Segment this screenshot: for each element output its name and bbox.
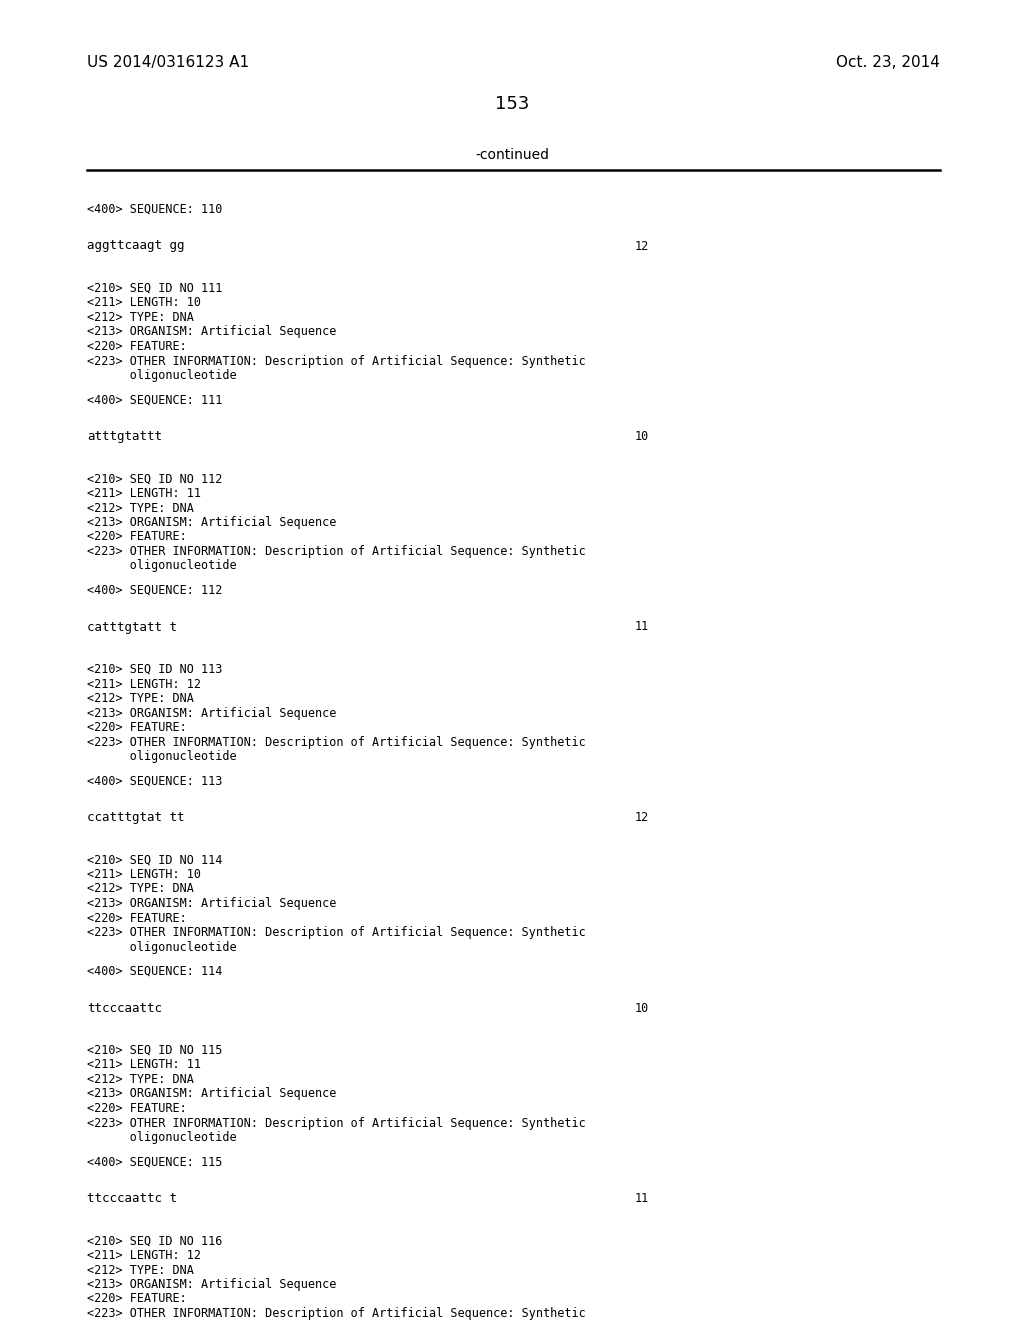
Text: <223> OTHER INFORMATION: Description of Artificial Sequence: Synthetic: <223> OTHER INFORMATION: Description of … (87, 545, 586, 558)
Text: <400> SEQUENCE: 112: <400> SEQUENCE: 112 (87, 583, 222, 597)
Text: US 2014/0316123 A1: US 2014/0316123 A1 (87, 55, 249, 70)
Text: oligonucleotide: oligonucleotide (87, 370, 237, 381)
Text: <400> SEQUENCE: 111: <400> SEQUENCE: 111 (87, 393, 222, 407)
Text: 10: 10 (635, 430, 649, 444)
Text: catttgtatt t: catttgtatt t (87, 620, 177, 634)
Text: oligonucleotide: oligonucleotide (87, 750, 237, 763)
Text: <220> FEATURE:: <220> FEATURE: (87, 912, 186, 924)
Text: 11: 11 (635, 620, 649, 634)
Text: 153: 153 (495, 95, 529, 114)
Text: <210> SEQ ID NO 114: <210> SEQ ID NO 114 (87, 854, 222, 866)
Text: <211> LENGTH: 12: <211> LENGTH: 12 (87, 677, 201, 690)
Text: <211> LENGTH: 10: <211> LENGTH: 10 (87, 869, 201, 880)
Text: <210> SEQ ID NO 116: <210> SEQ ID NO 116 (87, 1234, 222, 1247)
Text: <213> ORGANISM: Artificial Sequence: <213> ORGANISM: Artificial Sequence (87, 326, 336, 338)
Text: ttcccaattc: ttcccaattc (87, 1002, 162, 1015)
Text: oligonucleotide: oligonucleotide (87, 560, 237, 573)
Text: <213> ORGANISM: Artificial Sequence: <213> ORGANISM: Artificial Sequence (87, 1088, 336, 1101)
Text: <211> LENGTH: 11: <211> LENGTH: 11 (87, 487, 201, 500)
Text: ccatttgtat tt: ccatttgtat tt (87, 810, 184, 824)
Text: 11: 11 (635, 1192, 649, 1205)
Text: <213> ORGANISM: Artificial Sequence: <213> ORGANISM: Artificial Sequence (87, 516, 336, 529)
Text: <213> ORGANISM: Artificial Sequence: <213> ORGANISM: Artificial Sequence (87, 706, 336, 719)
Text: oligonucleotide: oligonucleotide (87, 1131, 237, 1144)
Text: <213> ORGANISM: Artificial Sequence: <213> ORGANISM: Artificial Sequence (87, 1278, 336, 1291)
Text: <223> OTHER INFORMATION: Description of Artificial Sequence: Synthetic: <223> OTHER INFORMATION: Description of … (87, 1307, 586, 1320)
Text: <400> SEQUENCE: 110: <400> SEQUENCE: 110 (87, 203, 222, 216)
Text: <223> OTHER INFORMATION: Description of Artificial Sequence: Synthetic: <223> OTHER INFORMATION: Description of … (87, 735, 586, 748)
Text: <212> TYPE: DNA: <212> TYPE: DNA (87, 312, 194, 323)
Text: 12: 12 (635, 810, 649, 824)
Text: <211> LENGTH: 12: <211> LENGTH: 12 (87, 1249, 201, 1262)
Text: aggttcaagt gg: aggttcaagt gg (87, 239, 184, 252)
Text: <400> SEQUENCE: 114: <400> SEQUENCE: 114 (87, 965, 222, 978)
Text: <220> FEATURE:: <220> FEATURE: (87, 341, 186, 352)
Text: <223> OTHER INFORMATION: Description of Artificial Sequence: Synthetic: <223> OTHER INFORMATION: Description of … (87, 927, 586, 939)
Text: <212> TYPE: DNA: <212> TYPE: DNA (87, 1263, 194, 1276)
Text: <211> LENGTH: 10: <211> LENGTH: 10 (87, 297, 201, 309)
Text: <212> TYPE: DNA: <212> TYPE: DNA (87, 883, 194, 895)
Text: <223> OTHER INFORMATION: Description of Artificial Sequence: Synthetic: <223> OTHER INFORMATION: Description of … (87, 1117, 586, 1130)
Text: <211> LENGTH: 11: <211> LENGTH: 11 (87, 1059, 201, 1072)
Text: atttgtattt: atttgtattt (87, 430, 162, 444)
Text: <220> FEATURE:: <220> FEATURE: (87, 531, 186, 544)
Text: <212> TYPE: DNA: <212> TYPE: DNA (87, 1073, 194, 1086)
Text: <213> ORGANISM: Artificial Sequence: <213> ORGANISM: Artificial Sequence (87, 898, 336, 909)
Text: <220> FEATURE:: <220> FEATURE: (87, 1292, 186, 1305)
Text: <210> SEQ ID NO 111: <210> SEQ ID NO 111 (87, 282, 222, 294)
Text: <220> FEATURE:: <220> FEATURE: (87, 1102, 186, 1115)
Text: oligonucleotide: oligonucleotide (87, 940, 237, 953)
Text: <220> FEATURE:: <220> FEATURE: (87, 721, 186, 734)
Text: -continued: -continued (475, 148, 549, 162)
Text: 10: 10 (635, 1002, 649, 1015)
Text: Oct. 23, 2014: Oct. 23, 2014 (837, 55, 940, 70)
Text: <223> OTHER INFORMATION: Description of Artificial Sequence: Synthetic: <223> OTHER INFORMATION: Description of … (87, 355, 586, 367)
Text: 12: 12 (635, 239, 649, 252)
Text: <400> SEQUENCE: 113: <400> SEQUENCE: 113 (87, 775, 222, 788)
Text: <210> SEQ ID NO 115: <210> SEQ ID NO 115 (87, 1044, 222, 1057)
Text: <210> SEQ ID NO 113: <210> SEQ ID NO 113 (87, 663, 222, 676)
Text: <210> SEQ ID NO 112: <210> SEQ ID NO 112 (87, 473, 222, 486)
Text: <400> SEQUENCE: 115: <400> SEQUENCE: 115 (87, 1155, 222, 1168)
Text: <212> TYPE: DNA: <212> TYPE: DNA (87, 692, 194, 705)
Text: ttcccaattc t: ttcccaattc t (87, 1192, 177, 1205)
Text: <212> TYPE: DNA: <212> TYPE: DNA (87, 502, 194, 515)
